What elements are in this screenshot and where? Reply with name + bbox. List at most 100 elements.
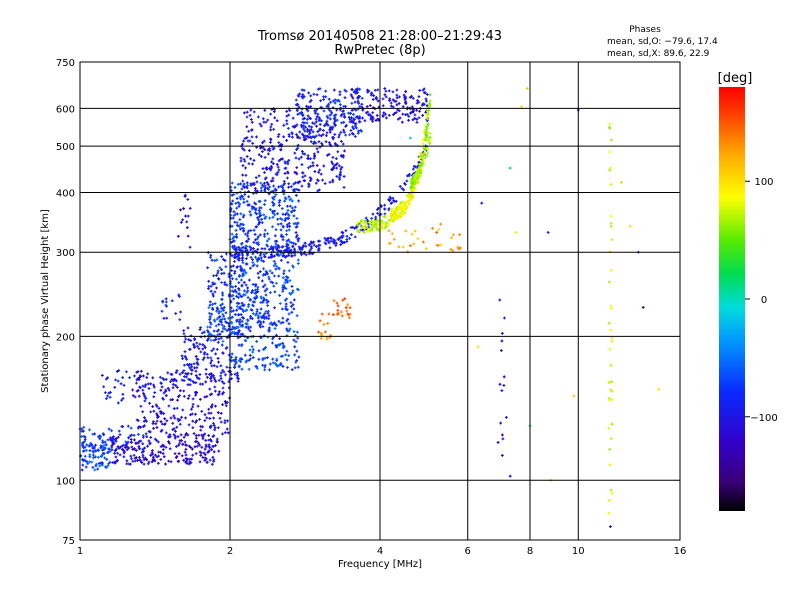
data-point — [272, 259, 276, 263]
data-point — [404, 207, 408, 211]
data-point — [361, 228, 364, 232]
data-point — [269, 246, 273, 250]
data-point — [286, 162, 290, 166]
data-point — [259, 155, 263, 158]
data-point — [279, 321, 283, 325]
data-point — [225, 321, 229, 325]
data-point — [258, 122, 262, 126]
data-point — [142, 424, 146, 428]
data-point — [275, 357, 279, 361]
colorbar-label: [deg] — [718, 71, 753, 86]
data-point — [233, 253, 237, 257]
data-point — [214, 324, 218, 328]
data-point — [290, 304, 293, 308]
data-point — [365, 224, 369, 227]
data-point — [232, 309, 235, 313]
stats-line-x: mean, sd,X: 89.6, 22.9 — [607, 49, 710, 59]
data-point — [273, 195, 277, 199]
data-point — [242, 273, 246, 277]
data-point — [408, 136, 412, 140]
data-point — [107, 427, 111, 431]
data-point — [328, 180, 332, 184]
data-point — [276, 222, 280, 226]
data-point — [294, 360, 298, 364]
data-point — [233, 260, 236, 263]
data-point — [326, 322, 330, 325]
data-point — [508, 474, 512, 478]
data-point — [98, 437, 102, 441]
data-point — [343, 88, 347, 92]
data-point — [431, 226, 434, 230]
data-point — [179, 208, 182, 212]
data-point — [219, 310, 223, 313]
data-point — [230, 321, 234, 325]
data-point — [199, 350, 203, 354]
data-point — [287, 322, 291, 326]
data-point — [241, 316, 244, 319]
data-point — [285, 244, 288, 248]
data-point — [307, 182, 311, 186]
data-point — [421, 139, 425, 142]
data-point — [300, 184, 304, 188]
data-point — [437, 228, 441, 231]
data-point — [428, 99, 432, 103]
data-point — [209, 424, 213, 428]
data-point — [215, 347, 219, 351]
data-point — [210, 359, 214, 363]
data-point — [352, 118, 356, 121]
data-point — [275, 264, 279, 268]
data-point — [340, 230, 344, 234]
data-point — [411, 118, 415, 122]
data-point — [292, 338, 296, 342]
data-point — [92, 445, 96, 449]
data-point — [278, 294, 282, 297]
data-point — [287, 133, 291, 136]
data-point — [151, 452, 155, 456]
data-point — [185, 226, 189, 230]
data-point — [241, 256, 245, 260]
data-point — [94, 449, 98, 453]
data-point — [344, 133, 348, 137]
data-point — [309, 240, 313, 244]
data-point — [263, 171, 266, 174]
data-point — [413, 176, 417, 180]
data-point — [285, 119, 289, 123]
data-point — [402, 93, 406, 97]
data-point — [178, 318, 182, 322]
data-point — [161, 448, 165, 452]
data-point — [259, 189, 263, 193]
data-point — [276, 217, 280, 221]
data-point — [248, 278, 251, 282]
data-point — [175, 386, 179, 389]
data-point — [252, 159, 256, 162]
data-point — [323, 236, 327, 240]
data-point — [363, 219, 367, 223]
data-point — [237, 343, 241, 347]
data-point — [245, 290, 249, 294]
data-point — [362, 230, 366, 234]
data-point — [251, 350, 255, 354]
plot-frame — [79, 61, 681, 541]
data-point — [184, 447, 188, 451]
data-point — [325, 119, 329, 123]
data-point — [257, 199, 261, 203]
data-point — [236, 254, 240, 258]
data-point — [173, 452, 177, 456]
data-point — [194, 393, 197, 397]
data-point — [81, 449, 85, 453]
data-point — [96, 467, 100, 471]
data-point — [275, 281, 278, 285]
y-tick-label: 750 — [56, 58, 75, 69]
data-point — [247, 162, 251, 166]
data-point — [209, 405, 213, 409]
data-point — [244, 232, 247, 236]
data-point — [233, 363, 237, 367]
data-point — [270, 271, 274, 275]
data-point — [198, 460, 202, 464]
data-point — [219, 336, 223, 340]
data-point — [303, 174, 307, 178]
data-point — [251, 261, 255, 264]
data-point — [211, 302, 214, 306]
data-point — [309, 94, 313, 98]
data-point — [205, 395, 209, 398]
